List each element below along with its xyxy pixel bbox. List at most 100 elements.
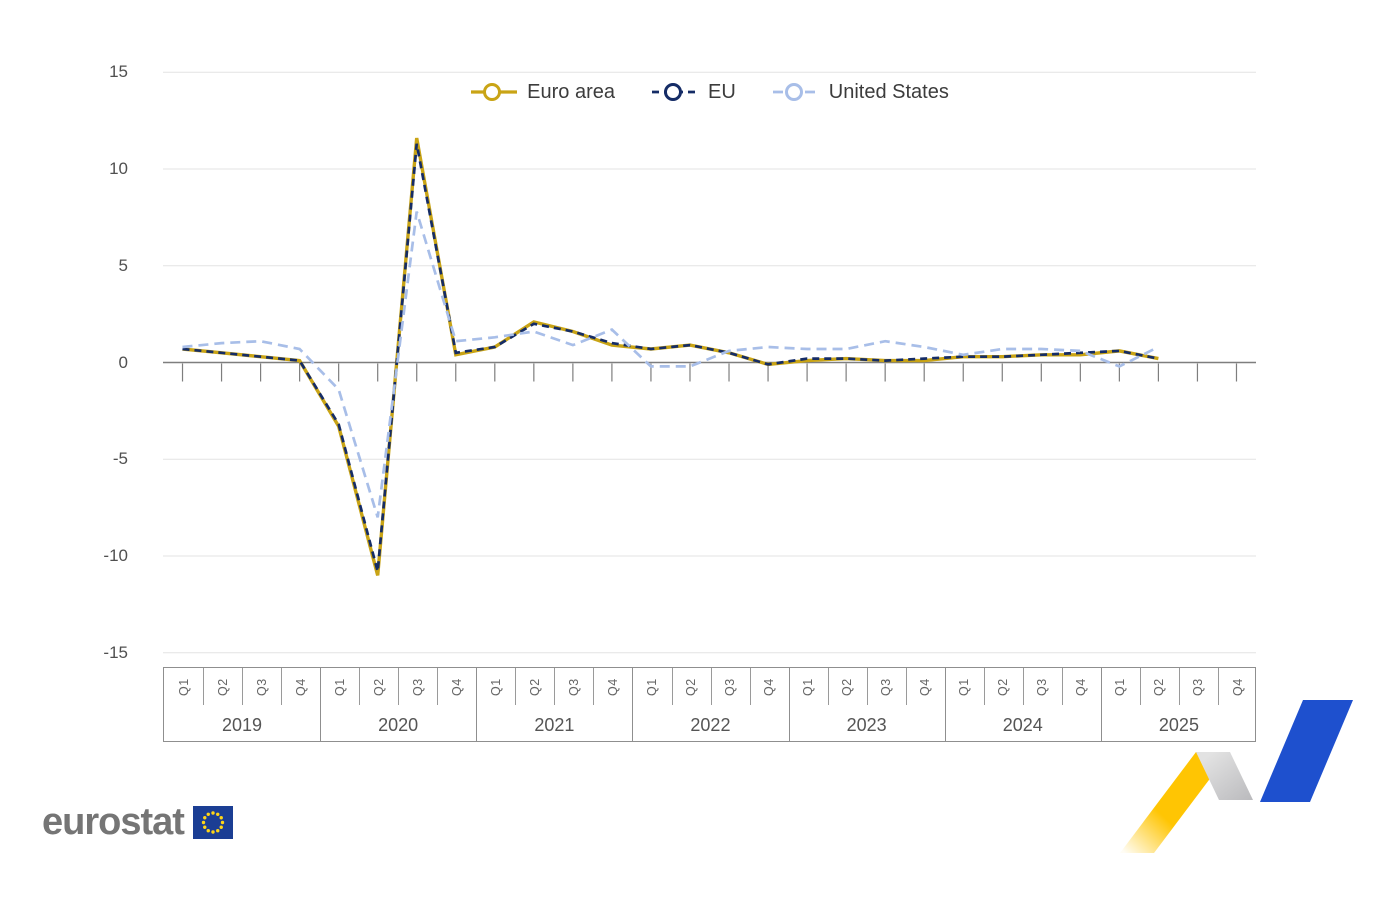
quarter-divider (671, 668, 673, 705)
ribbon-rise-yellow (1120, 752, 1230, 853)
quarter-label: Q1 (957, 678, 972, 696)
year-divider (944, 668, 946, 741)
legend-label: United States (828, 80, 949, 103)
year-divider (476, 668, 478, 741)
legend-label: Euro area (527, 80, 615, 103)
year-label: 2025 (1158, 714, 1199, 735)
quarter-label: Q4 (605, 678, 620, 696)
quarter-label: Q3 (723, 678, 737, 696)
x-axis-table: Q1 Q2 Q3 Q4 Q1 Q2 Q3 Q4 Q1 Q2 Q3 Q4 Q1 Q2 Q3 Q4 Q1 Q2 Q3 Q4… (163, 667, 1256, 742)
quarter-label: Q4 (918, 678, 933, 696)
quarter-divider (593, 668, 595, 705)
quarter-divider (1178, 668, 1180, 705)
eu-flag-star (206, 828, 210, 832)
quarter-label: Q2 (996, 678, 1011, 696)
quarter-label: Q2 (840, 678, 855, 696)
y-tick-label: 10 (109, 159, 128, 178)
quarter-label: Q4 (762, 678, 777, 696)
ribbon-fold-gray (1196, 752, 1253, 800)
year-label: 2023 (846, 714, 887, 735)
quarter-divider (983, 668, 985, 705)
quarter-label: Q2 (527, 678, 542, 696)
y-tick-label: 5 (118, 255, 128, 275)
legend-item-euro-area[interactable]: Euro area (470, 81, 615, 104)
series-line-united-states[interactable] (182, 211, 1160, 518)
quarter-divider (749, 668, 751, 705)
eu-flag-star (211, 810, 215, 815)
eu-flag-star (215, 812, 220, 816)
year-label: 2020 (378, 714, 419, 735)
eu-flag-star (206, 812, 210, 816)
quarter-label: Q3 (879, 678, 894, 696)
year-divider (1100, 668, 1102, 741)
quarter-divider (1061, 668, 1063, 705)
quarter-divider (554, 668, 556, 705)
legend-item-united-states[interactable]: United States (772, 81, 949, 104)
quarter-label: Q2 (371, 678, 386, 696)
legend-label: EU (707, 80, 736, 103)
y-tick-label: 0 (118, 352, 128, 372)
eu-flag-star (211, 829, 215, 834)
quarter-label: Q2 (684, 678, 698, 696)
quarter-divider (398, 668, 400, 705)
chart-legend: Euro area EU United States (163, 74, 1256, 110)
quarter-divider (710, 668, 712, 705)
eu-flag-star (202, 815, 207, 819)
year-label: 2024 (1002, 714, 1043, 735)
y-tick-label: -5 (112, 449, 128, 469)
legend-marker-icon (471, 83, 518, 101)
quarter-label: Q3 (410, 678, 425, 696)
year-label: 2019 (222, 714, 263, 735)
quarter-divider (437, 668, 439, 705)
quarter-label: Q4 (1074, 678, 1089, 696)
year-divider (788, 668, 790, 741)
quarter-label: Q3 (566, 678, 581, 696)
legend-marker-icon (651, 83, 698, 101)
legend-marker-icon (772, 83, 819, 101)
quarter-label: Q1 (176, 678, 191, 696)
quarter-label: Q1 (332, 678, 347, 696)
quarter-divider (203, 668, 204, 705)
ribbon-surge-blue (1260, 700, 1353, 802)
quarter-divider (1022, 668, 1024, 705)
quarter-divider (827, 668, 829, 705)
series-line-euro-area[interactable] (182, 137, 1159, 576)
eu-flag-star (220, 820, 225, 824)
quarter-label: Q1 (801, 678, 816, 696)
quarter-divider (905, 668, 907, 705)
year-label: 2021 (534, 714, 575, 735)
eu-flag-star (201, 820, 206, 824)
year-label: 2022 (690, 714, 731, 735)
legend-item-eu[interactable]: EU (651, 81, 736, 104)
quarter-label: Q3 (254, 678, 269, 696)
eu-flag-star (219, 825, 223, 829)
eurostat-logo: eurostat (42, 802, 233, 842)
quarter-divider (1218, 668, 1219, 705)
quarter-divider (515, 668, 517, 705)
eu-flag-star (215, 828, 220, 832)
eu-flag-star (202, 825, 207, 829)
quarter-divider (1139, 668, 1141, 705)
quarter-label: Q3 (1035, 678, 1050, 696)
quarter-label: Q4 (449, 678, 464, 696)
quarter-divider (281, 668, 283, 705)
quarter-divider (866, 668, 868, 705)
year-divider (632, 668, 634, 741)
quarter-divider (359, 668, 361, 705)
y-tick-label: 15 (109, 62, 128, 82)
quarter-label: Q1 (644, 678, 659, 696)
y-tick-label: -10 (103, 546, 128, 565)
quarter-label: Q1 (488, 678, 503, 696)
year-divider (320, 668, 322, 741)
quarter-label: Q4 (293, 678, 308, 696)
eu-flag-star (219, 815, 223, 819)
quarter-label: Q2 (215, 678, 230, 696)
decoration-ribbon (1120, 700, 1353, 853)
eu-flag-background (192, 805, 233, 839)
eurostat-logo-text: eurostat (42, 801, 185, 843)
eu-flag-icon (192, 805, 233, 839)
series-line-eu[interactable] (182, 143, 1159, 572)
y-tick-label: -15 (103, 642, 128, 662)
